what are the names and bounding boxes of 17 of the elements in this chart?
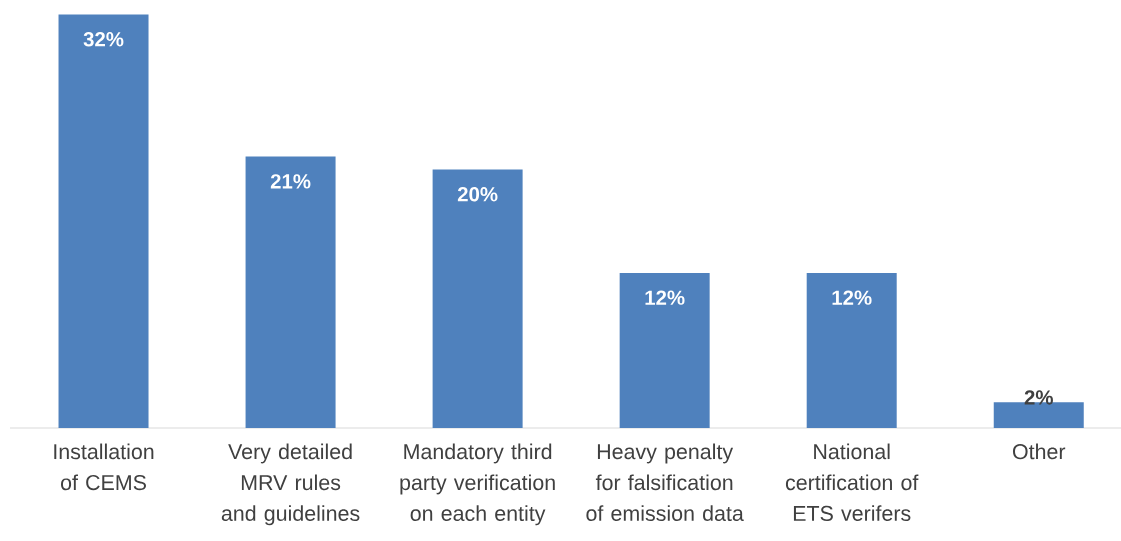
x-tick-label: Very detailed MRV rules and guidelines: [221, 443, 360, 526]
data-label: 12%: [832, 290, 872, 305]
data-label: 12%: [645, 290, 685, 305]
bar: [432, 169, 523, 428]
data-label: 32%: [83, 31, 124, 47]
x-tick-label: Heavy penalty for falsification of emission data: [586, 443, 744, 522]
bar: [806, 272, 897, 428]
x-tick-label: Installation of CEMS: [54, 443, 154, 491]
bar: [245, 156, 336, 428]
x-tick-label: National certification of ETS verifers: [785, 443, 919, 522]
x-tick-label: Mandatory third party verification on each entity: [400, 443, 555, 526]
bar: [619, 272, 710, 428]
bar: [58, 14, 149, 428]
x-tick-label: Other: [1012, 443, 1066, 460]
data-label: 21%: [270, 174, 311, 189]
data-label: 2%: [1024, 390, 1053, 405]
data-label: 20%: [457, 187, 498, 202]
